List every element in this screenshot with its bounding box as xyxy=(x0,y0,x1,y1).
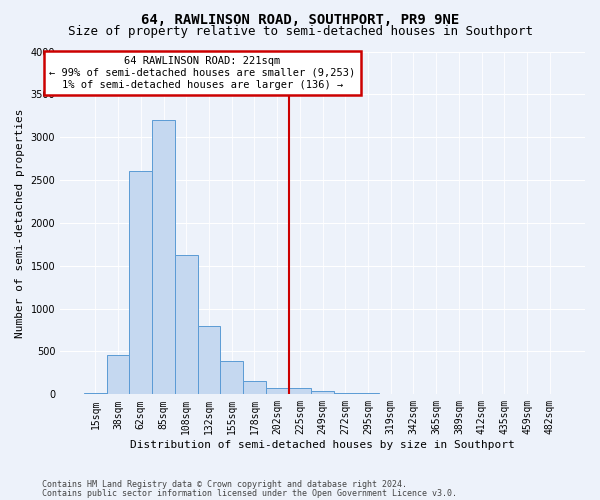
Bar xyxy=(84,393,107,394)
Text: 64, RAWLINSON ROAD, SOUTHPORT, PR9 9NE: 64, RAWLINSON ROAD, SOUTHPORT, PR9 9NE xyxy=(141,12,459,26)
Bar xyxy=(197,326,220,394)
Bar xyxy=(152,120,175,394)
Text: Size of property relative to semi-detached houses in Southport: Size of property relative to semi-detach… xyxy=(67,25,533,38)
Text: Contains public sector information licensed under the Open Government Licence v3: Contains public sector information licen… xyxy=(42,488,457,498)
Y-axis label: Number of semi-detached properties: Number of semi-detached properties xyxy=(15,108,25,338)
Bar xyxy=(220,361,243,394)
Bar xyxy=(130,172,152,394)
Bar xyxy=(243,381,266,394)
Text: Contains HM Land Registry data © Crown copyright and database right 2024.: Contains HM Land Registry data © Crown c… xyxy=(42,480,407,489)
Bar xyxy=(334,393,356,394)
Bar xyxy=(289,388,311,394)
Bar xyxy=(175,256,197,394)
Text: 64 RAWLINSON ROAD: 221sqm
← 99% of semi-detached houses are smaller (9,253)
1% o: 64 RAWLINSON ROAD: 221sqm ← 99% of semi-… xyxy=(49,56,355,90)
Bar xyxy=(107,355,130,395)
Bar xyxy=(311,391,334,394)
X-axis label: Distribution of semi-detached houses by size in Southport: Distribution of semi-detached houses by … xyxy=(130,440,515,450)
Bar xyxy=(266,388,289,394)
